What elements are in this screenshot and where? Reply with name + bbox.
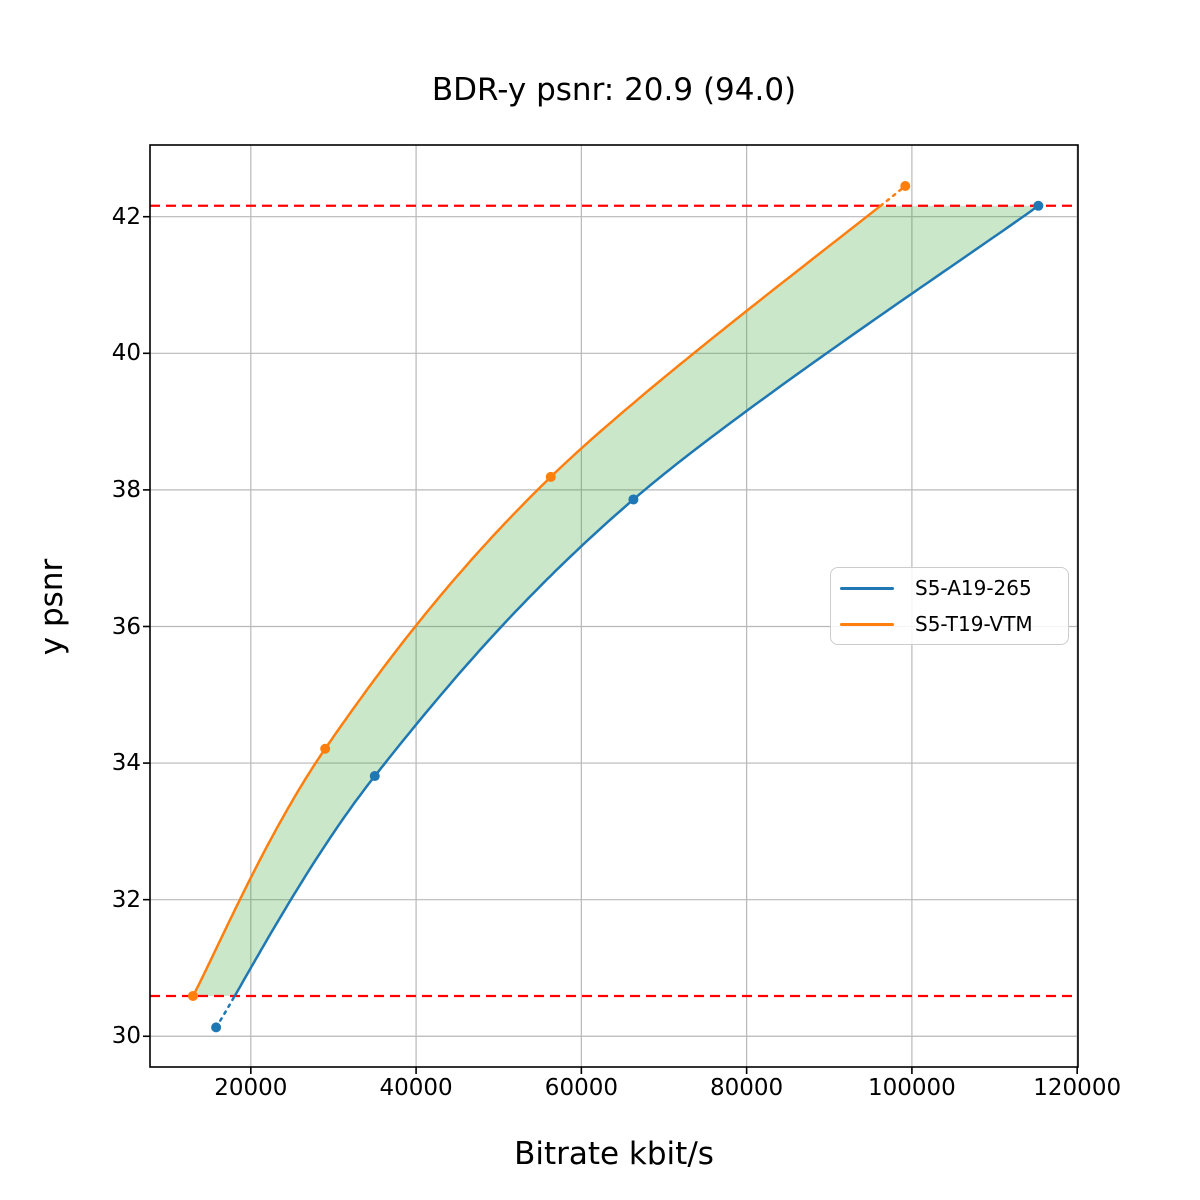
y-tick-label: 42 — [111, 203, 141, 230]
x-axis-label: Bitrate kbit/s — [514, 1136, 714, 1172]
data-point-marker — [211, 1022, 222, 1033]
series-curve-solid-S5-A19-265 — [233, 204, 1040, 998]
data-point-marker — [369, 771, 380, 782]
plot-border — [149, 144, 1079, 1068]
data-point-marker — [628, 494, 639, 505]
x-tick-label: 20000 — [214, 1075, 288, 1101]
y-tick-label: 38 — [111, 476, 141, 503]
legend-entry-label: S5-A19-265 — [915, 576, 1032, 600]
y-tick-label: 32 — [111, 886, 141, 913]
data-point-marker — [187, 990, 198, 1001]
chart-title: BDR-y psnr: 20.9 (94.0) — [431, 72, 797, 108]
data-point-marker — [320, 743, 331, 754]
legend-line-sample — [840, 622, 894, 626]
x-tick-label: 100000 — [867, 1075, 956, 1101]
x-tick-label: 120000 — [1033, 1075, 1122, 1101]
x-tick-label: 40000 — [379, 1075, 453, 1101]
y-tick-label: 40 — [111, 340, 141, 367]
y-axis-label: y psnr — [34, 558, 70, 656]
x-tick-label: 60000 — [544, 1075, 618, 1101]
legend: S5-A19-265 S5-T19-VTM — [830, 567, 1069, 645]
y-tick-label: 30 — [111, 1023, 141, 1050]
legend-entry-label: S5-T19-VTM — [915, 612, 1033, 636]
bd-shade-region — [193, 205, 1039, 997]
data-point-marker — [900, 180, 911, 191]
data-point-marker — [1033, 200, 1044, 211]
x-tick-label: 80000 — [710, 1075, 784, 1101]
data-point-marker — [545, 471, 556, 482]
legend-entry: S5-T19-VTM — [840, 609, 1068, 639]
y-tick-label: 36 — [111, 613, 141, 640]
y-tick-label: 34 — [111, 750, 141, 777]
legend-line-sample — [840, 586, 894, 590]
series-curve-solid-S5-T19-VTM — [191, 204, 882, 998]
series-curve-dotted-S5-A19-265 — [214, 994, 236, 1029]
legend-entry: S5-A19-265 — [840, 573, 1068, 603]
